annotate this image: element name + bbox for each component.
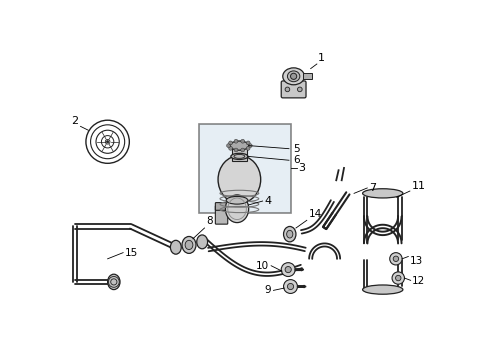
Text: 8: 8	[205, 216, 212, 226]
FancyArrow shape	[297, 285, 305, 288]
Text: 10: 10	[255, 261, 268, 271]
Circle shape	[391, 272, 404, 284]
Circle shape	[234, 148, 238, 152]
Ellipse shape	[225, 195, 248, 222]
Bar	[231, 147, 246, 161]
Ellipse shape	[218, 156, 260, 203]
Circle shape	[392, 256, 398, 261]
Text: 12: 12	[411, 276, 425, 286]
Ellipse shape	[230, 153, 247, 159]
Text: 9: 9	[264, 285, 270, 295]
FancyBboxPatch shape	[215, 203, 227, 210]
FancyArrow shape	[295, 269, 303, 271]
Circle shape	[395, 275, 400, 281]
Ellipse shape	[185, 240, 192, 249]
Ellipse shape	[282, 68, 304, 85]
Text: 5: 5	[292, 144, 299, 154]
Ellipse shape	[362, 285, 402, 294]
Ellipse shape	[226, 197, 247, 204]
Circle shape	[246, 141, 249, 145]
FancyBboxPatch shape	[215, 206, 227, 224]
Circle shape	[389, 253, 401, 265]
Text: 11: 11	[410, 181, 425, 191]
Circle shape	[283, 280, 297, 293]
Circle shape	[240, 139, 244, 143]
Text: 7: 7	[368, 183, 375, 193]
Bar	[199, 124, 290, 213]
Ellipse shape	[170, 240, 181, 254]
Circle shape	[281, 263, 295, 276]
Text: 4: 4	[264, 196, 271, 206]
Ellipse shape	[182, 237, 196, 253]
Circle shape	[290, 73, 296, 80]
Text: 14: 14	[308, 209, 321, 219]
Circle shape	[226, 144, 230, 148]
Circle shape	[228, 141, 232, 145]
Text: 1: 1	[317, 53, 324, 63]
Bar	[302, 73, 311, 80]
Text: 15: 15	[124, 248, 138, 258]
Circle shape	[248, 144, 252, 148]
Ellipse shape	[283, 226, 295, 242]
Text: 2: 2	[71, 116, 78, 126]
Ellipse shape	[362, 189, 402, 198]
Circle shape	[240, 148, 244, 152]
Circle shape	[285, 87, 289, 92]
Text: 13: 13	[409, 256, 422, 266]
Circle shape	[106, 141, 108, 143]
Circle shape	[287, 283, 293, 289]
Circle shape	[228, 147, 232, 150]
Ellipse shape	[230, 141, 248, 150]
Ellipse shape	[196, 235, 207, 249]
Ellipse shape	[107, 274, 120, 289]
Text: 6: 6	[292, 155, 299, 165]
Text: 3: 3	[298, 163, 305, 173]
FancyBboxPatch shape	[281, 81, 305, 98]
Ellipse shape	[287, 71, 299, 82]
Circle shape	[234, 139, 238, 143]
Circle shape	[246, 147, 249, 150]
Circle shape	[285, 266, 291, 273]
Circle shape	[297, 87, 302, 92]
Ellipse shape	[286, 230, 292, 238]
